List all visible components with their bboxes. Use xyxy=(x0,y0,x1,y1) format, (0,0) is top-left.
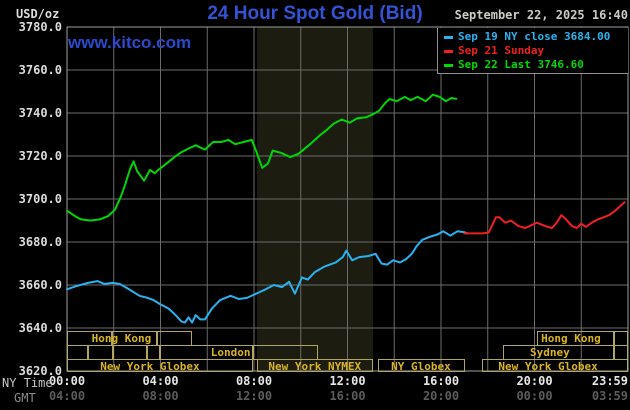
legend-dash-icon xyxy=(444,49,453,53)
y-tick-label: 3720.0 xyxy=(18,149,62,163)
session-box xyxy=(257,359,373,372)
session-label: Hong Kong xyxy=(91,332,152,345)
legend-label: Sep 19 NY close 3684.00 xyxy=(458,30,611,43)
x-tick-ny-time: 20:00 xyxy=(516,374,553,388)
y-tick-label: 3620.0 xyxy=(18,364,62,378)
session-label: New York Globex xyxy=(100,360,200,373)
unit-label: USD/oz xyxy=(16,7,60,21)
session-label: New York Globex xyxy=(498,360,598,373)
session-label: London xyxy=(210,346,251,359)
ny-time-axis-label: NY Time xyxy=(2,376,53,390)
chart-datetime: September 22, 2025 16:40 xyxy=(454,8,628,22)
session-box xyxy=(613,345,628,360)
session-box xyxy=(613,331,628,346)
session-box xyxy=(156,331,193,346)
session-label: New York NYMEX xyxy=(268,360,362,373)
y-tick-label: 3700.0 xyxy=(18,192,62,206)
session-box xyxy=(481,359,628,372)
price-line-sep-21-sunday xyxy=(463,201,626,235)
session-box xyxy=(146,345,161,360)
session-box xyxy=(88,345,114,360)
legend-dash-icon xyxy=(444,35,453,39)
session-box xyxy=(113,345,147,360)
x-tick-gmt: 00:00 xyxy=(516,389,553,403)
x-tick-gmt: 08:00 xyxy=(142,389,179,403)
session-box xyxy=(67,345,89,360)
x-tick-gmt: 16:00 xyxy=(329,389,366,403)
legend-label: Sep 21 Sunday xyxy=(458,44,545,57)
x-tick-gmt: 20:00 xyxy=(422,389,460,403)
page-title: 24 Hour Spot Gold (Bid) xyxy=(207,3,423,24)
y-tick-label: 3740.0 xyxy=(18,106,62,120)
legend-label: Sep 22 Last 3746.60 xyxy=(458,58,584,71)
price-line-sep-22-last xyxy=(66,93,458,222)
x-tick-ny-time: 08:00 xyxy=(235,374,273,388)
x-tick-gmt: 04:00 xyxy=(48,389,86,403)
y-tick-label: 3680.0 xyxy=(18,235,62,249)
x-tick-ny-time: 12:00 xyxy=(329,374,366,388)
legend: Sep 19 NY close 3684.00 Sep 21 Sunday Sep … xyxy=(437,28,628,74)
y-tick-label: 3760.0 xyxy=(18,63,62,77)
y-tick-label: 3660.0 xyxy=(18,278,62,292)
gmt-axis-label: GMT xyxy=(14,391,36,405)
x-tick-ny-time: 23:59 xyxy=(591,374,628,388)
session-label: NY Globex xyxy=(391,360,451,373)
x-tick-gmt: 12:00 xyxy=(235,389,273,403)
price-line-sep-19-ny-close xyxy=(66,230,469,324)
session-box xyxy=(253,345,319,360)
y-tick-label: 3640.0 xyxy=(18,321,62,335)
kitco-watermark-link[interactable]: www.kitco.com xyxy=(68,33,192,52)
x-tick-gmt: 03:59 xyxy=(591,389,628,403)
legend-item: Sep 22 Last 3746.60 xyxy=(444,58,628,72)
session-box xyxy=(67,359,254,372)
x-tick-ny-time: 00:00 xyxy=(48,374,86,388)
legend-dash-icon xyxy=(444,63,453,67)
legend-item: Sep 21 Sunday xyxy=(444,44,628,58)
session-box xyxy=(377,359,466,372)
y-tick-label: 3780.0 xyxy=(18,20,62,34)
session-label: Sydney xyxy=(530,346,570,359)
x-tick-ny-time: 16:00 xyxy=(422,374,460,388)
x-tick-ny-time: 04:00 xyxy=(142,374,179,388)
legend-item: Sep 19 NY close 3684.00 xyxy=(444,30,628,44)
session-label: Hong Kong xyxy=(541,332,601,345)
